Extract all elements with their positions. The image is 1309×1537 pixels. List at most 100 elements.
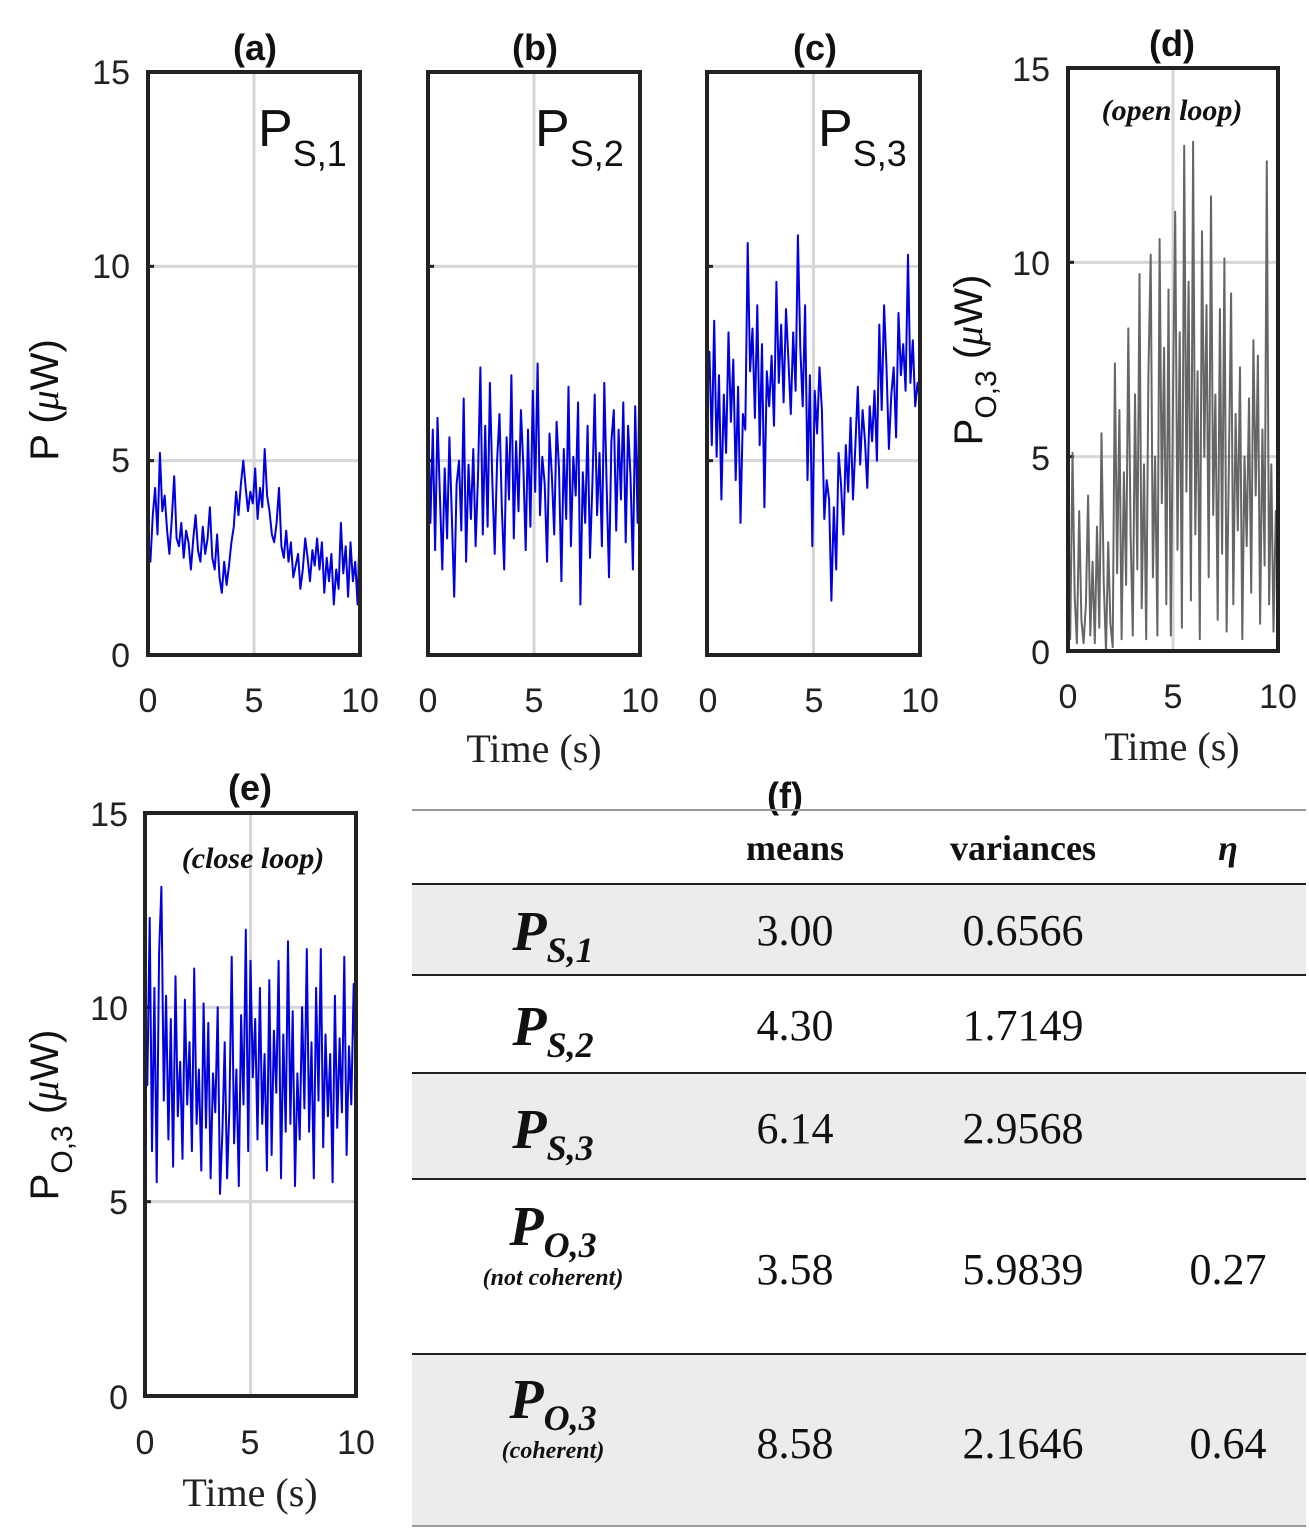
- panel-c-xtick-5: 5: [805, 682, 824, 720]
- cell-variance: 2.1646: [963, 1419, 1084, 1468]
- row-label: PS,3: [511, 1099, 593, 1168]
- panel-d-frame: [1066, 66, 1280, 653]
- panel-d-plot: [1067, 66, 1279, 653]
- panel-d-title: (d): [1149, 23, 1195, 64]
- panel-d-xtick-5: 5: [1164, 678, 1183, 716]
- panel-e-plot: [144, 811, 357, 1398]
- panel-c-inset-label: PS,3: [818, 100, 907, 174]
- table-row-bg: [412, 1354, 1306, 1526]
- panel-e-xtick-10: 10: [337, 1424, 375, 1462]
- table-header-means: means: [746, 828, 844, 868]
- panel-a-ytick-10: 10: [92, 248, 130, 286]
- panel-d-xticks: 0 5 10: [1059, 678, 1297, 716]
- panel-d-yticks: 0 5 10 15: [1012, 51, 1050, 672]
- table-row: PO,3 (coherent) 8.58 2.1646 0.64: [502, 1369, 1267, 1468]
- panel-e-xlabel: Time (s): [182, 1470, 317, 1515]
- panel-d-ylabel: PO,3 (μW): [946, 275, 1003, 446]
- cell-mean: 4.30: [757, 1001, 834, 1050]
- panel-a-yticks: 0 5 10 15: [92, 54, 130, 675]
- panel-b: (b) PS,2 0 5 10 Time (s): [419, 27, 659, 771]
- panel-b-inset-label: PS,2: [535, 100, 624, 174]
- panel-e: (e) (close loop) 0 5 10 15 0 5 10 Time (…: [22, 767, 375, 1515]
- panel-d-ytick-10: 10: [1012, 245, 1050, 283]
- panel-f-table: (f) means variances η PS,1 3.00 0.6566 P…: [412, 775, 1306, 1527]
- cell-eta: 0.64: [1190, 1419, 1267, 1468]
- row-label: PS,1: [511, 901, 593, 970]
- row-label: PS,2: [511, 996, 593, 1065]
- panel-c-frame: [705, 70, 922, 657]
- panel-e-xticks: 0 5 10: [136, 1424, 375, 1462]
- panel-a: (a) PS,1 0 5 10 15 0 5 10 P (μW): [22, 27, 379, 720]
- cell-variance: 1.7149: [963, 1001, 1084, 1050]
- panel-d-ytick-5: 5: [1031, 440, 1050, 478]
- row-label: PO,3: [508, 1196, 596, 1265]
- cell-variance: 0.6566: [963, 906, 1084, 955]
- table-row: PO,3 (not coherent) 3.58 5.9839 0.27: [483, 1196, 1267, 1294]
- panel-d-xtick-0: 0: [1059, 678, 1078, 716]
- panel-e-title: (e): [228, 767, 272, 808]
- panel-e-xtick-0: 0: [136, 1424, 155, 1462]
- cell-mean: 3.58: [757, 1245, 834, 1294]
- panel-e-ylabel: PO,3 (μW): [22, 1030, 79, 1201]
- cell-mean: 3.00: [757, 906, 834, 955]
- panel-a-inset-label: PS,1: [258, 100, 347, 174]
- cell-eta: 0.27: [1190, 1245, 1267, 1294]
- panel-a-ytick-0: 0: [111, 637, 130, 675]
- panel-e-ytick-15: 15: [90, 796, 128, 834]
- panel-a-ytick-15: 15: [92, 54, 130, 92]
- panel-e-yticks: 0 5 10 15: [90, 796, 128, 1417]
- panel-e-xtick-5: 5: [241, 1424, 260, 1462]
- table-header-variances: variances: [950, 828, 1096, 868]
- table-row: PS,2 4.30 1.7149: [511, 996, 1083, 1065]
- panel-d-xlabel: Time (s): [1104, 724, 1239, 769]
- panel-d-xtick-10: 10: [1259, 678, 1297, 716]
- panel-a-ytick-5: 5: [111, 442, 130, 480]
- panel-a-xticks: 0 5 10: [139, 682, 379, 720]
- panel-e-series-line: [144, 885, 357, 1195]
- cell-variance: 2.9568: [963, 1104, 1084, 1153]
- panel-e-ytick-0: 0: [109, 1379, 128, 1417]
- panel-c-xtick-0: 0: [699, 682, 718, 720]
- panel-d-ytick-0: 0: [1031, 634, 1050, 672]
- panel-b-xtick-5: 5: [525, 682, 544, 720]
- table-row: PS,1 3.00 0.6566: [511, 901, 1083, 970]
- table-row-bg: [412, 884, 1306, 975]
- cell-variance: 5.9839: [963, 1245, 1084, 1294]
- cell-mean: 8.58: [757, 1419, 834, 1468]
- panel-b-series-line: [427, 324, 641, 606]
- panel-d-ytick-15: 15: [1012, 51, 1050, 89]
- panel-a-title: (a): [233, 27, 277, 68]
- cell-mean: 6.14: [757, 1104, 834, 1153]
- panel-d: (d) (open loop) 0 5 10 15 0 5 10 Time (s…: [946, 23, 1297, 769]
- row-note: (not coherent): [483, 1265, 624, 1291]
- panel-a-frame: [146, 70, 362, 657]
- panel-d-series-line: [1067, 140, 1279, 652]
- panel-e-ytick-5: 5: [109, 1184, 128, 1222]
- panel-a-ylabel: P (μW): [22, 339, 67, 461]
- table-header-eta: η: [1218, 828, 1238, 868]
- panel-c-xtick-10: 10: [901, 682, 939, 720]
- panel-b-frame: [426, 70, 642, 657]
- panel-b-title: (b): [512, 27, 558, 68]
- panel-a-xtick-0: 0: [139, 682, 158, 720]
- panel-e-ytick-10: 10: [90, 990, 128, 1028]
- panel-b-xtick-0: 0: [419, 682, 438, 720]
- panel-c-xticks: 0 5 10: [699, 682, 939, 720]
- panel-b-xlabel: Time (s): [466, 726, 601, 771]
- row-note: (coherent): [502, 1438, 605, 1464]
- table-row: PS,3 6.14 2.9568: [511, 1099, 1083, 1168]
- panel-e-annotation: (close loop): [182, 842, 324, 875]
- row-label: PO,3: [508, 1369, 596, 1438]
- panel-a-series-line: [147, 448, 361, 606]
- panel-a-xtick-5: 5: [245, 682, 264, 720]
- panel-a-xtick-10: 10: [341, 682, 379, 720]
- panel-e-frame: [143, 811, 358, 1398]
- table-row-bg: [412, 1073, 1306, 1179]
- panel-b-xticks: 0 5 10: [419, 682, 659, 720]
- panel-d-annotation: (open loop): [1102, 94, 1243, 127]
- panel-c: (c) PS,3 0 5 10: [699, 27, 939, 720]
- panel-c-title: (c): [793, 27, 837, 68]
- panel-c-series-line: [706, 234, 921, 602]
- panel-b-xtick-10: 10: [621, 682, 659, 720]
